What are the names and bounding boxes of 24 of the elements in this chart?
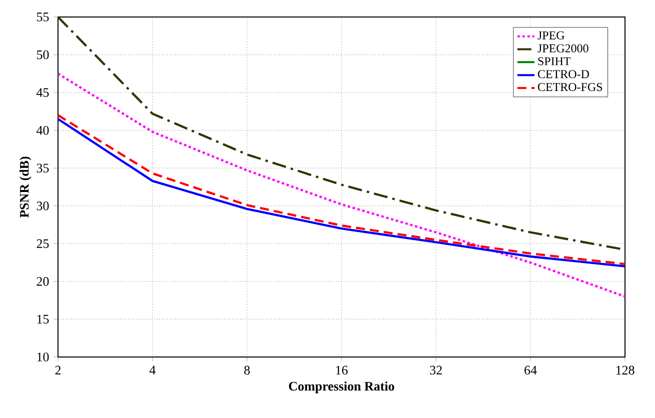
legend-label: JPEG2000	[538, 44, 588, 52]
y-tick-label: 50	[36, 50, 49, 60]
y-tick-label: 30	[36, 202, 49, 210]
y-tick-label: 45	[36, 88, 49, 97]
y-tick-label: 35	[36, 164, 49, 172]
legend-label: CETRO-D	[538, 70, 589, 78]
legend-label: JPEG	[538, 31, 564, 40]
legend-label: SPIHT	[538, 57, 571, 66]
x-axis-title: Compression Ratio	[288, 381, 394, 394]
x-tick-label: 32	[430, 366, 442, 375]
y-tick-label: 40	[36, 126, 49, 135]
x-tick-label: 2	[55, 366, 61, 374]
x-tick-label: 16	[336, 366, 348, 375]
y-tick-label: 15	[37, 314, 49, 324]
y-axis-title: PSNR (dB)	[20, 156, 32, 218]
y-tick-label: 10	[37, 352, 49, 362]
x-tick-label: 128	[616, 366, 634, 375]
x-tick-label: 8	[244, 366, 250, 375]
legend-label: CETRO-FGS	[538, 83, 602, 92]
x-tick-label: 4	[150, 366, 156, 374]
y-tick-label: 25	[36, 239, 49, 248]
x-tick-label: 64	[524, 366, 537, 375]
y-tick-label: 55	[36, 12, 49, 22]
y-tick-label: 20	[36, 277, 49, 286]
